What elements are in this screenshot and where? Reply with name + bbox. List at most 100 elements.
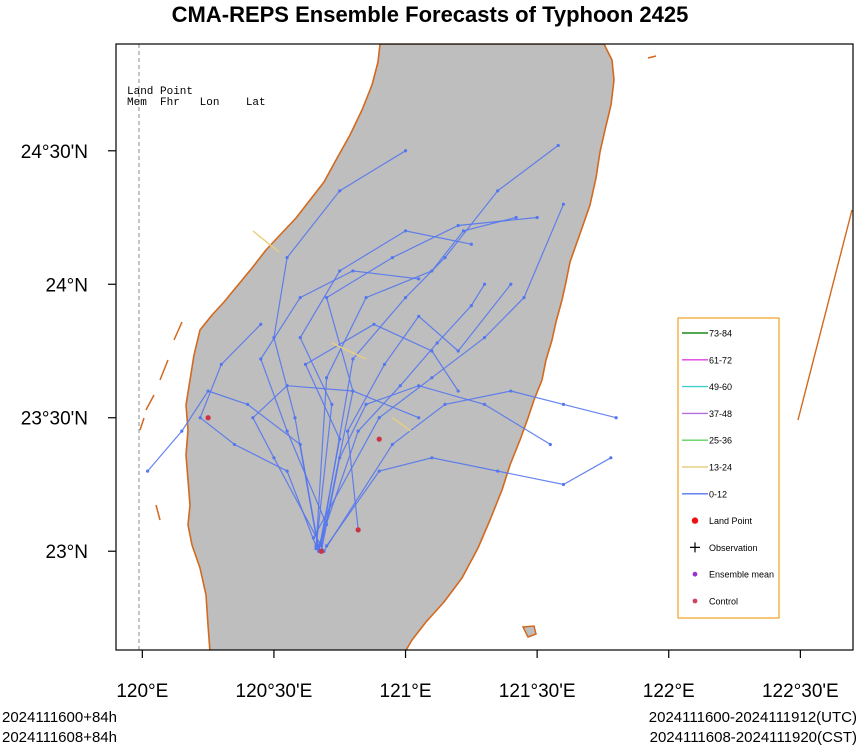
coastline-fragment-east [797,209,853,421]
legend: 73-84 61-72 49-60 37-48 25-36 13-24 0-12 Land P… [677,317,780,619]
track-point [351,389,355,393]
track-point [346,429,350,433]
footer-right-utc: 2024111600-2024111912(UTC) [648,709,857,726]
track-point [219,362,223,366]
track-point [443,402,447,406]
track-point [285,469,289,473]
ensemble-track [326,457,612,547]
coast-islet-west [139,321,183,521]
track-point [482,336,487,340]
track-point [232,442,237,447]
ensemble-track [260,270,419,525]
track-point [514,215,518,220]
track-point [435,341,439,345]
legend-dot-swatch [691,517,699,524]
track-point [198,416,202,420]
track-point [614,416,618,420]
track-point [548,442,552,447]
track-point [324,544,329,548]
track-point [417,277,421,281]
track-point [272,456,276,460]
track-point [324,376,329,380]
track-point [469,304,473,308]
track-point [496,189,500,193]
ensemble-track [252,385,419,552]
track-point [377,416,381,420]
track-point [443,255,447,260]
track-point [285,255,289,260]
legend-label: 61-72 [709,355,732,365]
track-point [259,357,263,361]
track-segment-13-24 [331,342,367,360]
track-segment-13-24 [252,230,280,253]
ensemble-tracks [145,143,618,553]
track-point [293,416,297,420]
track-point [298,296,302,300]
track-point [351,269,355,273]
track-point [364,296,368,300]
track-point [456,223,460,228]
legend-label: Control [709,597,738,607]
footer-left-utc: 2024111600+84h [2,709,117,726]
track-point [338,456,342,460]
track-point [403,296,408,300]
track-point [390,255,394,260]
track-point [285,384,289,388]
track-point [417,384,421,388]
land-points [205,415,382,554]
track-point [456,389,460,393]
track-point [324,296,329,300]
ensemble-track [312,203,565,539]
legend-plus-swatch [690,542,700,553]
track-point [461,229,466,233]
track-point [403,229,408,233]
track-point [430,456,434,460]
footer-left-cst: 2024111608+84h [2,729,117,746]
track-point [482,402,487,406]
legend-label: Land Point [709,516,753,526]
x-tick-label: 120°30'E [236,681,313,702]
track-point [561,402,566,406]
legend-dot-swatch [692,571,698,577]
track-point [382,362,387,366]
legend-dot-swatch [692,598,698,604]
legend-label: 25-36 [709,436,732,446]
track-point [338,189,342,193]
coast-islet-south [521,625,537,638]
track-point [403,149,408,153]
legend-label: 73-84 [709,329,732,339]
track-point [556,143,560,148]
y-tick-label: 23°N [46,542,88,563]
track-point [417,314,421,318]
track-point [456,349,460,353]
track-point [509,282,513,286]
x-tick-label: 122°30'E [762,681,839,702]
land-point-marker [205,415,211,421]
ensemble-track [320,144,559,544]
track-point [561,202,566,206]
track-point [356,429,360,433]
chart-title: CMA-REPS Ensemble Forecasts of Typhoon 2… [171,2,689,27]
x-tick-label: 121°E [380,681,432,702]
x-axis: 120°E 120°30'E 121°E 121°30'E 122°E 122°30'E [116,650,839,702]
land-point-marker [355,527,361,533]
landpoint-table-header: Mem Fhr Lon Lat [127,97,266,109]
track-point [496,469,500,473]
ensemble-track [199,323,317,547]
track-point [482,282,487,286]
track-point [298,336,302,340]
ensemble-track [299,230,472,549]
track-point [246,402,250,406]
x-tick-label: 122°E [643,681,695,702]
track-point [285,429,289,433]
ensemble-track [315,216,517,549]
track-point [522,296,526,300]
track-point [351,357,355,361]
y-axis: 24°30'N 24°N 23°30'N 23°N [21,142,116,563]
land-point-marker [318,548,324,554]
track-point [609,456,613,460]
ensemble-track [323,390,617,552]
y-tick-label: 23°30'N [21,409,88,430]
ensemble-track [346,283,512,530]
